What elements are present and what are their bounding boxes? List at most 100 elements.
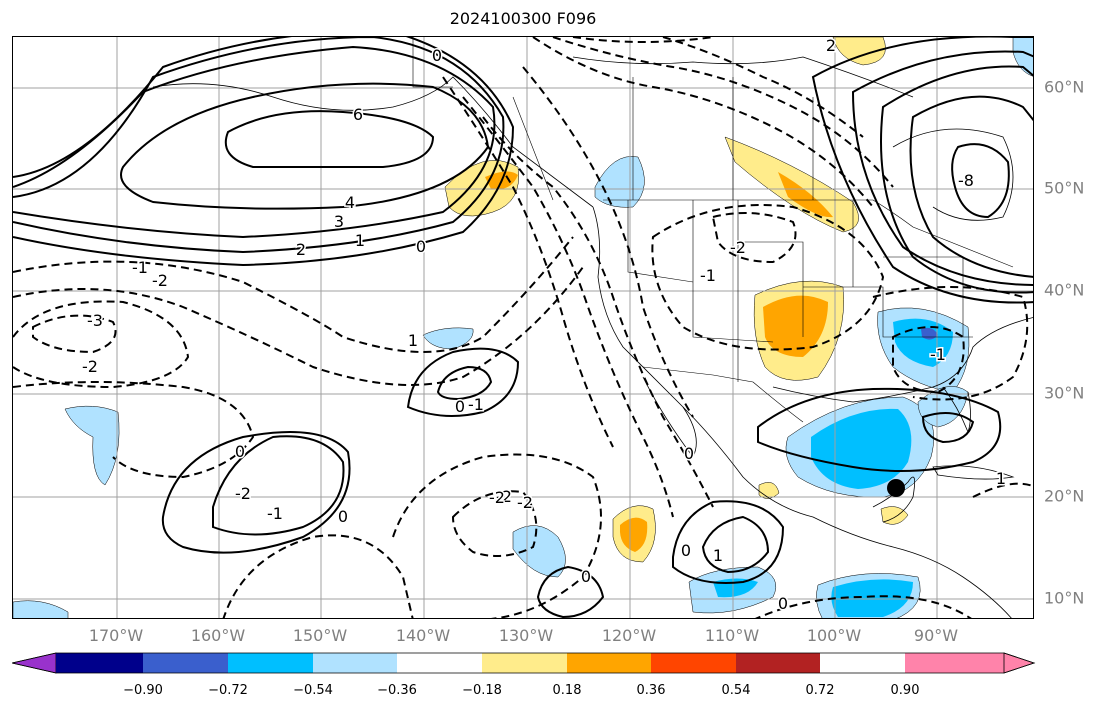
colorbar-tick-label: −0.90 (123, 683, 163, 698)
colorbar-segment (397, 653, 482, 673)
contour-neg-east (872, 286, 1029, 401)
contour-neg-north-top (572, 37, 714, 43)
contour-label: -8 (958, 171, 974, 190)
contour-label: -1 (468, 395, 484, 414)
contour-label: 0 (684, 444, 694, 463)
contour-lines-negative (13, 37, 1033, 618)
border-state-2 (692, 200, 774, 343)
longitude-label: 100°W (806, 626, 862, 645)
border-state-4 (738, 241, 804, 337)
lat-lon-grid (13, 37, 1033, 618)
colorbar-segment (56, 653, 143, 673)
contour-label: 1 (355, 231, 365, 250)
colorbar-tick-label: −0.18 (462, 683, 502, 698)
contour-pos-south-1 (701, 515, 770, 574)
contour-pos-west-1 (212, 435, 345, 536)
contour-neg-se-1 (892, 326, 965, 394)
coastline-hudson (892, 128, 1014, 221)
contour-pos-mid-1 (436, 365, 493, 401)
colorbar-segment (313, 653, 397, 673)
longitude-label: 130°W (498, 626, 554, 645)
contour-neg-south-big (392, 453, 602, 618)
colorbar-segment (143, 653, 228, 673)
latitude-label: 60°N (1044, 77, 1085, 97)
contour-pos-alaska-1 (13, 37, 515, 267)
latitude-label: 10°N (1044, 588, 1085, 608)
shade-negative-southpacific (512, 525, 566, 578)
contour-label: -1 (700, 266, 716, 285)
shade-negative-caribbean (917, 386, 969, 428)
contour-pos-ne-1 (811, 37, 1033, 304)
contour-pos-alaska-6 (224, 110, 435, 168)
contour-pos-gulf-0 (757, 387, 1002, 472)
contour-neg-trough-2 (462, 96, 674, 518)
shade-negative-south2-core (831, 579, 913, 617)
colorbar-segment (482, 653, 567, 673)
contour-label: 0 (581, 567, 591, 586)
colorbar-min-arrow (11, 652, 57, 674)
longitude-label: 110°W (704, 626, 760, 645)
contour-neg-west-2 (13, 300, 190, 389)
contour-neg-sw-1 (222, 534, 414, 618)
longitude-label: 150°W (292, 626, 348, 645)
contour-pos-ne-3 (851, 50, 1033, 286)
contour-neg-trough-3 (442, 76, 614, 448)
contour-neg-canada-2 (552, 37, 894, 188)
latitude-label: 40°N (1044, 280, 1085, 300)
colorbar-tick-label: 0.90 (890, 683, 920, 698)
contour-label: 2 (296, 240, 306, 259)
colorbar-outline (11, 652, 1036, 674)
colorbar-tick-label: −0.72 (208, 683, 248, 698)
latitude-label: 30°N (1044, 383, 1085, 403)
shade-positive-gulf-small (880, 506, 909, 525)
shade-negative-westpacific (64, 405, 120, 486)
contour-label: 0 (432, 46, 442, 65)
contour-label: -1 (930, 345, 946, 364)
contour-label: 2 (826, 37, 836, 55)
contour-label: 0 (235, 442, 245, 461)
contour-label: 0 (455, 397, 465, 416)
shade-positive-plains-core (763, 295, 828, 357)
contour-pos-alaska-4 (120, 82, 490, 210)
contour-label: -2 (489, 488, 505, 507)
longitude-label: 140°W (395, 626, 451, 645)
contour-label: -2 (152, 271, 168, 290)
shade-negative-farsw (13, 600, 69, 618)
latitude-label: 50°N (1044, 178, 1085, 198)
border-province-1 (512, 96, 554, 201)
contour-pos-pacific-0 (536, 565, 605, 618)
contour-pos-mid-0 (406, 347, 520, 417)
colorbar-segment (228, 653, 313, 673)
contour-pos-gulf-1 (921, 412, 975, 444)
longitude-label: 120°W (601, 626, 657, 645)
colorbar-tick-label: 0.18 (552, 683, 582, 698)
shade-positive-yucatan (758, 482, 780, 499)
contour-neg-south-2 (451, 490, 538, 557)
shade-negative-gulf-core (811, 408, 912, 489)
contour-label: 3 (334, 212, 344, 231)
contour-pos-west-0 (161, 431, 351, 554)
colorbar-segment (567, 653, 651, 673)
contour-label: 0 (416, 237, 426, 256)
shade-positive-canada-core (778, 172, 833, 218)
colorbar-tick-label: 0.72 (805, 683, 835, 698)
longitude-label: 90°W (913, 626, 959, 645)
contour-label: 0 (778, 594, 788, 613)
contour-neg-canada-1 (532, 37, 874, 208)
coastline-west-us (592, 206, 1012, 618)
storm-center-marker (887, 479, 905, 497)
contour-neg-westloop (13, 381, 255, 479)
contour-neg-central-2 (13, 266, 584, 386)
contour-pos-ne-4 (909, 95, 1033, 278)
shade-positive-pacific-core (620, 517, 648, 552)
shade-negative-midpacific (422, 327, 474, 350)
shade-negative-rockies (594, 156, 645, 208)
contour-neg-canada-3 (662, 37, 864, 138)
contour-label: 1 (713, 546, 723, 565)
latitude-label: 20°N (1044, 486, 1085, 506)
contour-neg-west-3 (32, 314, 117, 354)
coastlines (152, 56, 1033, 618)
contour-label: -2 (235, 484, 251, 503)
colorbar-segment (651, 653, 736, 673)
colorbar (11, 652, 1036, 678)
